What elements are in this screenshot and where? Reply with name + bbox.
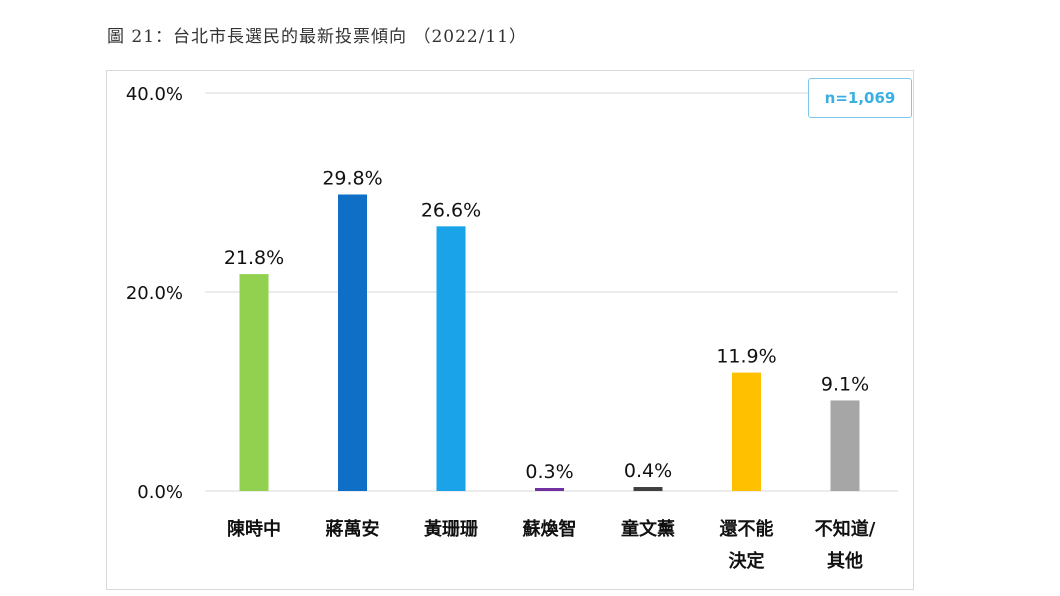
category-label: 黃珊珊 [423,518,478,540]
data-label: 26.6% [421,199,481,221]
bar [732,372,761,491]
data-label: 0.4% [624,460,672,482]
y-tick-label: 40.0% [126,84,183,105]
category-label: 還不能 [720,518,774,540]
data-label: 0.3% [525,461,573,483]
data-label: 21.8% [224,247,284,269]
chart-title: 圖 21：台北市長選民的最新投票傾向 （2022/11） [107,27,528,47]
bar [535,488,564,491]
data-label: 29.8% [322,167,382,189]
bar [436,226,466,491]
y-tick-label: 20.0% [126,283,183,304]
bar [239,274,269,491]
category-label: 其他 [827,550,863,572]
category-label: 不知道/ [815,518,876,540]
bar [338,194,367,492]
chart-frame [106,70,914,590]
category-label: 陳時中 [227,518,281,540]
category-label: 蔣萬安 [326,518,380,540]
y-tick-label: 0.0% [137,482,183,503]
data-label: 11.9% [716,346,776,368]
data-label: 9.1% [821,373,869,395]
bar [633,487,663,491]
sample-size-badge: n=1,069 [808,78,912,118]
category-label: 蘇煥智 [522,518,577,540]
bar [830,400,860,491]
category-label: 決定 [729,550,765,572]
category-label: 童文薰 [621,518,675,540]
